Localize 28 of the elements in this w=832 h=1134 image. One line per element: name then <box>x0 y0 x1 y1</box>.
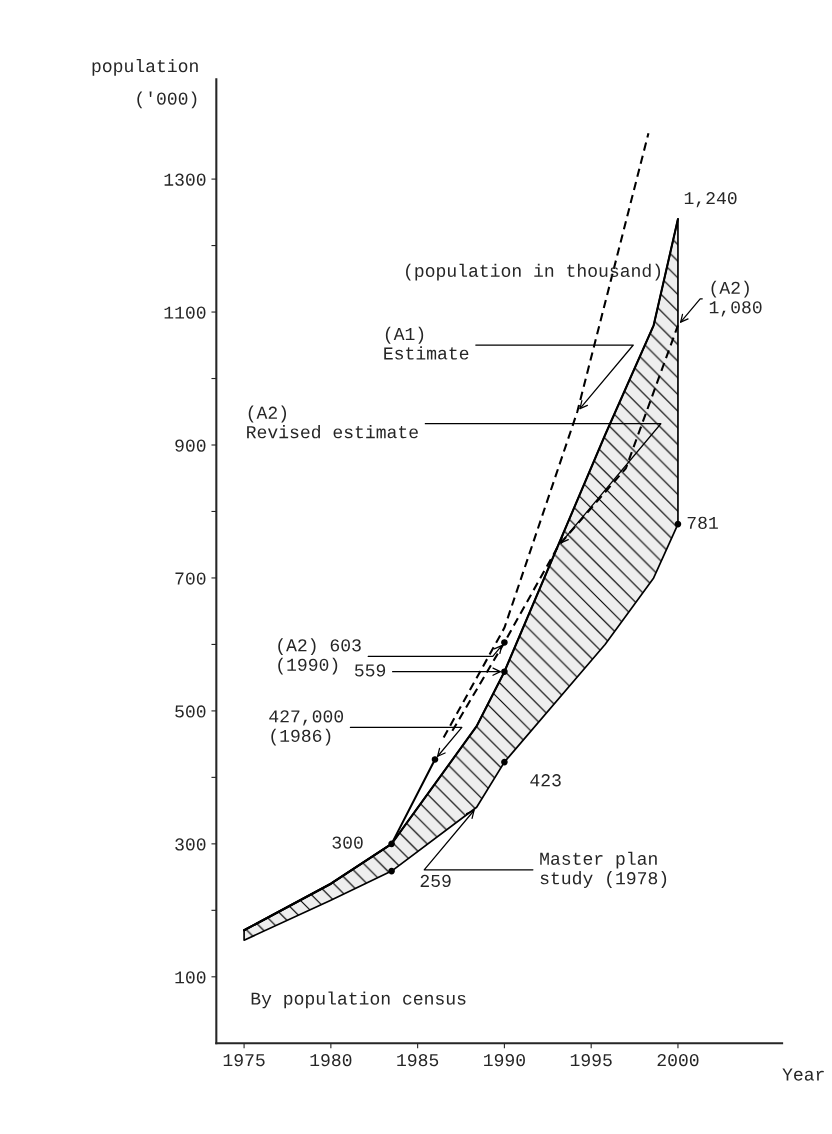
x-tick-label: 1995 <box>570 1054 612 1067</box>
x-tick-label: 1985 <box>397 1054 439 1067</box>
y-tick-label: 1300 <box>164 173 206 186</box>
x-axis-title: Year <box>782 1068 824 1081</box>
y-tick-label: 900 <box>175 439 206 452</box>
y-tick-label: 100 <box>175 971 206 984</box>
x-tick-label: 2000 <box>657 1054 699 1067</box>
y-tick-label: 500 <box>175 705 206 718</box>
annotation: Master plan study (1978) <box>540 851 667 888</box>
annotation: 423 <box>530 774 561 787</box>
y-tick-label: 1100 <box>164 306 206 319</box>
annotation: 300 <box>332 836 363 849</box>
annotation: (A2) 1,080 <box>709 280 762 317</box>
x-tick-label: 1990 <box>484 1054 525 1067</box>
annotation: By population census <box>251 991 466 1009</box>
annotation: (A2) Revised estimate <box>247 405 418 439</box>
y-tick-label: 700 <box>175 572 206 585</box>
annotation: (A1) Estimate <box>384 326 469 360</box>
y-axis-title: population ('000) <box>92 58 198 109</box>
annotation: 781 <box>687 516 718 529</box>
annotation: 1,240 <box>684 192 737 208</box>
y-tick-label: 300 <box>175 838 206 851</box>
annotation: 559 <box>354 664 386 677</box>
x-tick-label: 1980 <box>310 1054 352 1067</box>
x-tick-label: 1975 <box>223 1054 265 1067</box>
annotation: 259 <box>420 874 451 888</box>
annotation: 427,000 (1986) <box>269 710 344 746</box>
annotation: (population in thousand) <box>406 263 661 281</box>
